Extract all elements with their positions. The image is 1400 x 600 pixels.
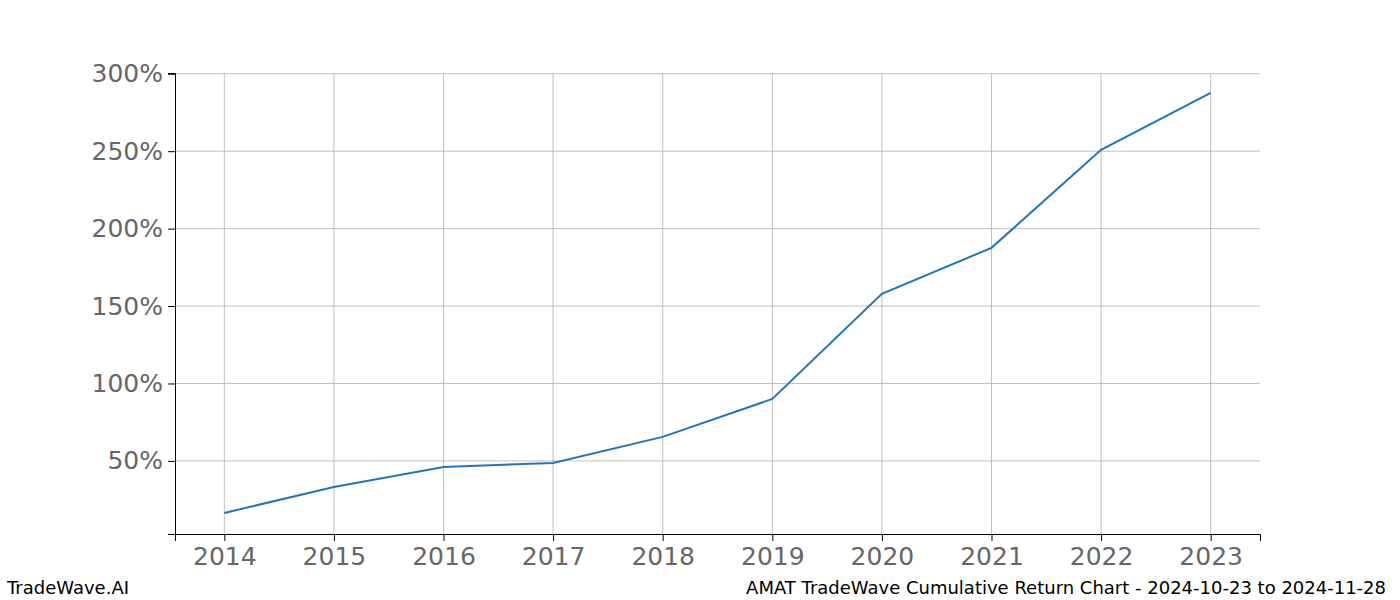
title: AMAT TradeWave Cumulative Return Chart -… [746, 577, 1386, 598]
grid-line-x [772, 73, 773, 534]
x-tick: 2019 [741, 534, 805, 571]
x-tick-label: 2017 [522, 542, 586, 571]
y-tick-mark [168, 74, 175, 75]
y-tick-label: 200% [92, 214, 163, 243]
x-tick-label: 2020 [851, 542, 915, 571]
grid-line-x [333, 73, 334, 534]
x-tick-label: 2016 [412, 542, 476, 571]
y-tick: 150% [92, 292, 175, 321]
grid-line-x [662, 73, 663, 534]
y-tick-label: 250% [92, 137, 163, 166]
grid-line-x [991, 73, 992, 534]
x-tick-mark [224, 534, 225, 541]
y-tick-mark [168, 383, 175, 384]
grid-line-y [175, 306, 1260, 307]
x-tick-mark [444, 534, 445, 541]
x-axis-line [176, 535, 1261, 542]
grid-line-y [175, 383, 1260, 384]
grid-line-y [175, 151, 1260, 152]
x-tick: 2022 [1070, 534, 1134, 571]
x-tick-mark [663, 534, 664, 541]
source: TradeWave.AI [6, 577, 129, 598]
y-tick-mark [168, 461, 175, 462]
x-tick: 2017 [522, 534, 586, 571]
x-tick: 2018 [631, 534, 695, 571]
grid-line-x [443, 73, 444, 534]
y-tick-mark [168, 229, 175, 230]
plot-area [224, 93, 1210, 513]
y-tick-mark [168, 306, 175, 307]
x-tick-mark [772, 534, 773, 541]
y-tick-label: 100% [92, 369, 163, 398]
y-axis-line [168, 74, 176, 535]
x-tick-mark [882, 534, 883, 541]
x-tick: 2014 [193, 534, 257, 571]
y-tick-label: 50% [107, 446, 163, 475]
grid [175, 73, 1260, 534]
y-tick: 250% [92, 137, 175, 166]
x-tick-label: 2021 [960, 542, 1024, 571]
grid-line-y [175, 73, 1260, 74]
x-tick-mark [553, 534, 554, 541]
grid-line-x [1101, 73, 1102, 534]
x-tick-mark [991, 534, 992, 541]
x-tick: 2023 [1179, 534, 1243, 571]
y-tick: 100% [92, 369, 175, 398]
x-tick-mark [1101, 534, 1102, 541]
x-tick: 2015 [303, 534, 367, 571]
y-tick: 300% [92, 59, 175, 88]
y-tick: 50% [107, 446, 175, 475]
grid-line-y [175, 228, 1260, 229]
x-tick: 2016 [412, 534, 476, 571]
x-tick-label: 2014 [193, 542, 257, 571]
x-tick-label: 2019 [741, 542, 805, 571]
grid-line-x [881, 73, 882, 534]
grid-line-x [224, 73, 225, 534]
x-tick-mark [1211, 534, 1212, 541]
y-tick-label: 150% [92, 292, 163, 321]
x-axis: 2014 2015 2016 2017 2018 2019 2020 2021 2022 2023 [176, 534, 1261, 571]
y-tick-label: 300% [92, 59, 163, 88]
x-tick-mark [334, 534, 335, 541]
x-tick-label: 2015 [303, 542, 367, 571]
x-tick: 2021 [960, 534, 1024, 571]
y-tick: 200% [92, 214, 175, 243]
x-tick-label: 2023 [1179, 542, 1243, 571]
x-tick-label: 2022 [1070, 542, 1134, 571]
grid-line-x [1210, 73, 1211, 534]
grid-line-x [553, 73, 554, 534]
grid-line-y [175, 460, 1260, 461]
y-tick-mark [168, 151, 175, 152]
y-axis: 50% 100% 150% 200% 250% 300% [92, 59, 176, 534]
line [224, 93, 1210, 513]
chart: 50%100%150%200%250%300%20142015201620172… [0, 0, 1400, 600]
x-tick: 2020 [851, 534, 915, 571]
x-tick-label: 2018 [631, 542, 695, 571]
